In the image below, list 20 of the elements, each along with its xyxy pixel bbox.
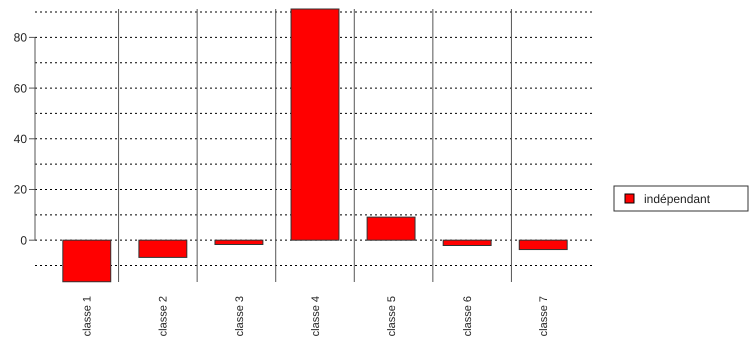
y-tick-label: 80 [14, 30, 28, 45]
bar [290, 8, 340, 241]
x-tick-label: classe 7 [538, 296, 550, 336]
x-tick-label: classe 3 [234, 296, 246, 336]
x-tick-label: classe 1 [82, 296, 94, 336]
bar [62, 240, 112, 282]
y-tick-label: 20 [14, 182, 28, 197]
x-tick-label: classe 4 [310, 296, 322, 336]
x-tick-label: classe 2 [158, 296, 170, 336]
legend-label: indépendant [644, 192, 711, 206]
x-tick-label: classe 5 [386, 296, 398, 336]
bar [214, 240, 264, 245]
bar [442, 240, 492, 246]
x-tick-label: classe 6 [462, 296, 474, 336]
y-tick-label: 40 [14, 132, 28, 146]
bar [138, 240, 188, 258]
y-tick-label: 60 [14, 81, 28, 96]
bar [366, 216, 416, 241]
y-tick-label: 0 [20, 233, 28, 248]
bar [518, 240, 568, 250]
